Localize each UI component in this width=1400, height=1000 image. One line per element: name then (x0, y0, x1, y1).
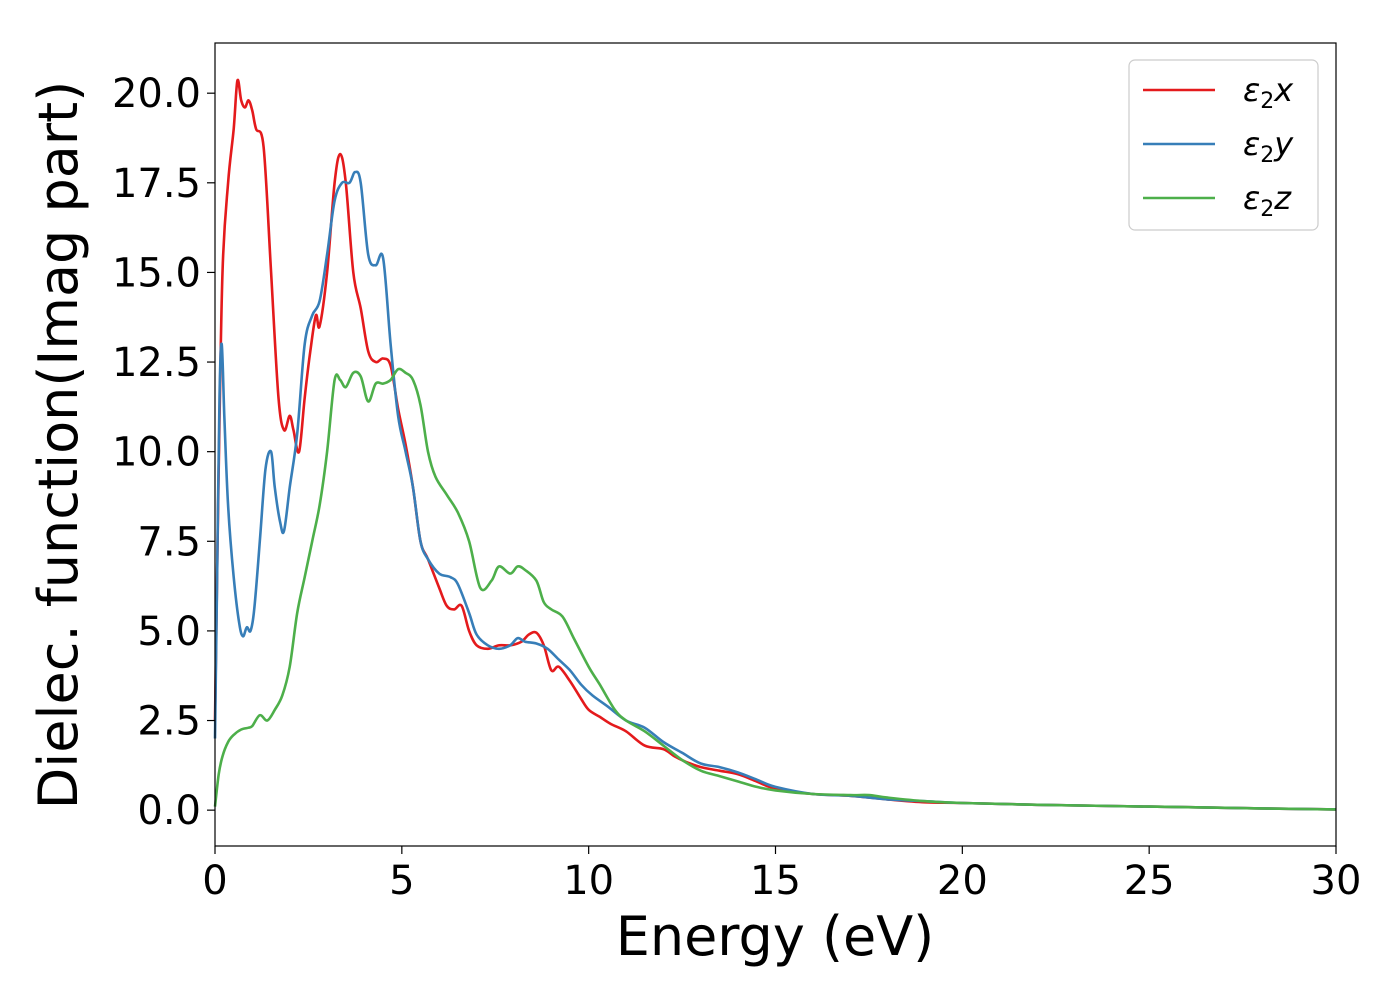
x-tick-label: 15 (750, 858, 801, 904)
legend-box (1128, 59, 1319, 231)
y-tick-label: 7.5 (137, 519, 201, 565)
y-tick-label: 12.5 (112, 340, 201, 386)
y-axis-ticks: 0.0 2.5 5.0 7.5 10.0 12.5 15.0 17.5 20.0 (112, 71, 215, 834)
legend-symbol: ε (1243, 125, 1260, 163)
legend-label-y: ε2y (1243, 125, 1294, 168)
legend-subscript: 2 (1260, 143, 1274, 168)
series-line-z (213, 367, 1337, 811)
x-axis-ticks: 0 5 10 15 20 25 30 (202, 846, 1361, 904)
y-tick-label: 2.5 (137, 699, 201, 745)
legend-variable: z (1273, 179, 1292, 217)
x-tick-label: 0 (202, 858, 227, 904)
legend-label-z: ε2z (1243, 179, 1292, 222)
x-tick-label: 20 (937, 858, 988, 904)
x-axis-label: Energy (eV) (616, 905, 935, 968)
y-tick-label: 0.0 (137, 788, 201, 834)
x-tick-label: 25 (1124, 858, 1175, 904)
y-tick-label: 5.0 (137, 609, 201, 655)
y-tick-label: 10.0 (112, 430, 201, 476)
x-tick-label: 10 (563, 858, 614, 904)
plot-lines (213, 78, 1337, 811)
legend-variable: x (1273, 71, 1294, 109)
legend-symbol: ε (1243, 71, 1260, 109)
x-tick-label: 30 (1311, 858, 1362, 904)
y-tick-label: 17.5 (112, 161, 201, 207)
y-axis-label: Dielec. function(Imag part) (27, 81, 90, 810)
y-tick-label: 15.0 (112, 250, 201, 296)
legend-variable: y (1273, 125, 1294, 163)
x-tick-label: 5 (389, 858, 414, 904)
legend-symbol: ε (1243, 179, 1260, 217)
legend-label-x: ε2x (1243, 71, 1294, 114)
y-tick-label: 20.0 (112, 71, 201, 117)
series-line-y (213, 170, 1337, 811)
legend-subscript: 2 (1260, 89, 1274, 114)
legend-subscript: 2 (1260, 197, 1274, 222)
series-line-x (213, 78, 1337, 811)
